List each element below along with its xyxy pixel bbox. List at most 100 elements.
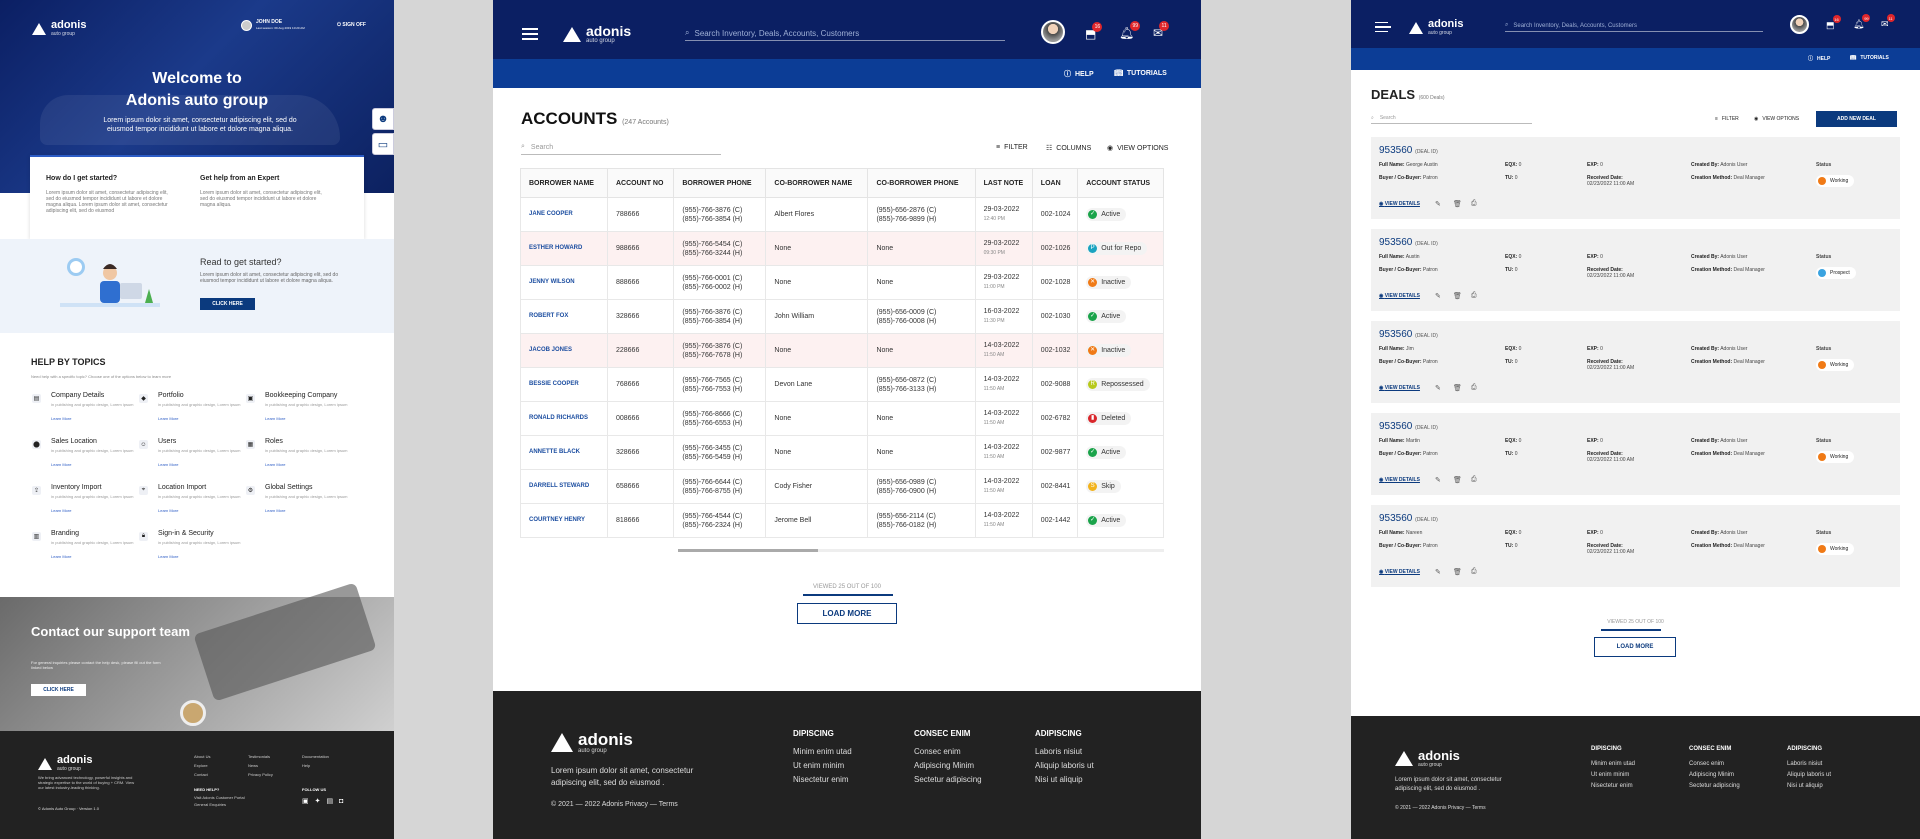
adonis-logo[interactable]: adonis auto group bbox=[32, 20, 86, 37]
global-search[interactable]: ⌕ Search Inventory, Deals, Accounts, Cust… bbox=[1505, 20, 1763, 32]
footer-link[interactable]: Aliquip laboris ut bbox=[1787, 772, 1832, 778]
print-icon[interactable]: ⎙ bbox=[1471, 200, 1477, 207]
footer-link[interactable]: Ut enim minim bbox=[1591, 772, 1630, 778]
tutorials-link[interactable]: 📖︎ TUTORIALS bbox=[1850, 55, 1889, 61]
learn-more-link[interactable]: Learn More bbox=[51, 416, 72, 421]
deal-id[interactable]: 953560 (DEAL ID) bbox=[1379, 513, 1438, 524]
footer-link[interactable]: Nisectetur enim bbox=[1591, 783, 1633, 789]
hamburger-menu-icon[interactable] bbox=[1375, 22, 1391, 32]
footer-link-testimonials[interactable]: Testimonials bbox=[248, 754, 271, 759]
sign-off-button[interactable]: ⏻ SIGN OFF bbox=[337, 22, 366, 28]
table-row[interactable]: COURTNEY HENRY 818666 (955)-766-4544 (C) (8… bbox=[520, 503, 1164, 538]
accounts-search[interactable]: ⌕ Search bbox=[521, 140, 721, 155]
footer-link[interactable]: Minim enim utad bbox=[1591, 761, 1636, 767]
deals-search-input[interactable]: Search bbox=[1379, 114, 1396, 121]
footer-link-contact[interactable]: Contact bbox=[194, 772, 208, 777]
trash-icon[interactable]: 🗑︎ bbox=[1453, 477, 1462, 484]
column-header-co-borrower-name[interactable]: CO-BORROWER NAME bbox=[765, 168, 869, 198]
horizontal-scrollbar[interactable] bbox=[678, 549, 1164, 552]
bell-icon[interactable]: 🔔︎ 99 bbox=[1853, 14, 1871, 29]
column-header-borrower-name[interactable]: BORROWER NAME bbox=[520, 168, 608, 198]
user-avatar[interactable] bbox=[1790, 15, 1809, 34]
view-details-link[interactable]: ◉ VIEW DETAILS bbox=[1379, 201, 1420, 207]
learn-more-link[interactable]: Learn More bbox=[265, 508, 286, 513]
learn-more-link[interactable]: Learn More bbox=[265, 416, 286, 421]
table-row[interactable]: JENNY WILSON 888666 (955)-766-0001 (C) (855… bbox=[520, 265, 1164, 300]
user-avatar[interactable] bbox=[1041, 20, 1065, 44]
facebook-icon[interactable]: ▤ bbox=[326, 798, 340, 805]
search-input[interactable]: Search Inventory, Deals, Accounts, Custo… bbox=[1513, 22, 1637, 29]
footer-link[interactable]: Consec enim bbox=[1689, 761, 1725, 767]
footer-link[interactable]: Sectetur adipiscing bbox=[914, 775, 982, 784]
view-options-button[interactable]: ◉ VIEW OPTIONS bbox=[1107, 144, 1168, 153]
table-row[interactable]: ANNETTE BLACK 328666 (955)-766-3455 (C) (85… bbox=[520, 435, 1164, 470]
deal-id[interactable]: 953560 (DEAL ID) bbox=[1379, 329, 1438, 340]
learn-more-link[interactable]: Learn More bbox=[158, 508, 179, 513]
view-details-link[interactable]: ◉ VIEW DETAILS bbox=[1379, 477, 1420, 483]
learn-more-link[interactable]: Learn More bbox=[51, 462, 72, 467]
learn-more-link[interactable]: Learn More bbox=[265, 462, 286, 467]
tutorials-link[interactable]: 📖︎ TUTORIALS bbox=[1114, 69, 1167, 78]
deal-card[interactable]: 953560 (DEAL ID) Full Name: Nareen Buyer /… bbox=[1371, 505, 1900, 587]
deal-id[interactable]: 953560 (DEAL ID) bbox=[1379, 421, 1438, 432]
topic-users[interactable]: ☺ Users in publishing and graphic design, … bbox=[139, 438, 249, 478]
columns-button[interactable]: ☷ COLUMNS bbox=[1046, 144, 1091, 153]
footer-logo[interactable]: adonis auto group bbox=[1395, 749, 1460, 768]
deal-id[interactable]: 953560 (DEAL ID) bbox=[1379, 145, 1438, 156]
footer-link[interactable]: Adipiscing Minim bbox=[914, 761, 975, 770]
general-enquiries-link[interactable]: General Enquiries bbox=[194, 802, 227, 807]
footer-link-help[interactable]: Help bbox=[302, 763, 311, 768]
contact-click-button[interactable]: CLICK HERE bbox=[31, 684, 86, 696]
add-new-deal-button[interactable]: ADD NEW DEAL bbox=[1816, 111, 1897, 127]
footer-link[interactable]: Laboris nisiut bbox=[1035, 747, 1083, 756]
table-row[interactable]: JACOB JONES 228666 (955)-766-3876 (C) (855)… bbox=[520, 333, 1164, 368]
footer-logo[interactable]: adonis auto group bbox=[38, 755, 92, 772]
print-icon[interactable]: ⎙ bbox=[1471, 384, 1477, 391]
column-header-borrower-phone[interactable]: BORROWER PHONE bbox=[673, 168, 767, 198]
bell-icon[interactable]: 🔔︎ 99 bbox=[1119, 21, 1141, 40]
table-row[interactable]: ROBERT FOX 328666 (955)-766-3876 (C) (855)-… bbox=[520, 299, 1164, 334]
footer-link[interactable]: Nisi ut aliquip bbox=[1787, 783, 1823, 789]
footer-link[interactable]: Minim enim utad bbox=[793, 747, 852, 756]
customer-portal-link[interactable]: Visit Adonis Customer Portal bbox=[194, 795, 245, 800]
twitter-icon[interactable]: ✦ bbox=[314, 798, 327, 805]
filter-button[interactable]: ≡ FILTER bbox=[996, 144, 1028, 151]
topic-sign-in-security[interactable]: 🔒︎ Sign-in & Security in publishing and gr… bbox=[139, 530, 249, 570]
topic-branding[interactable]: ▥ Branding in publishing and graphic desig… bbox=[32, 530, 142, 570]
borrower-name-link[interactable]: JENNY WILSON bbox=[520, 265, 608, 300]
footer-link[interactable]: Nisi ut aliquip bbox=[1035, 775, 1083, 784]
borrower-name-link[interactable]: BESSIE COOPER bbox=[520, 367, 608, 402]
filter-button[interactable]: ≡ FILTER bbox=[1715, 116, 1739, 122]
table-row[interactable]: RONALD RICHARDS 008666 (955)-766-8666 (C)(… bbox=[520, 401, 1164, 436]
view-options-button[interactable]: ◉ VIEW OPTIONS bbox=[1754, 116, 1799, 122]
topic-global-settings[interactable]: ⚙ Global Settings in publishing and graphi… bbox=[246, 484, 356, 524]
deal-card[interactable]: 953560 (DEAL ID) Full Name: Jim Buyer / Co… bbox=[1371, 321, 1900, 403]
edit-icon[interactable]: ✎ bbox=[1435, 293, 1441, 300]
trash-icon[interactable]: 🗑︎ bbox=[1453, 569, 1462, 576]
topic-portfolio[interactable]: ◆ Portfolio in publishing and graphic desi… bbox=[139, 392, 249, 432]
topic-company-details[interactable]: ▤ Company Details in publishing and graphi… bbox=[32, 392, 142, 432]
inbox-icon[interactable]: ⬒ 16 bbox=[1085, 22, 1103, 41]
chatbot-button[interactable]: ☻ bbox=[372, 108, 394, 130]
trash-icon[interactable]: 🗑︎ bbox=[1453, 385, 1462, 392]
ready-click-button[interactable]: CLICK HERE bbox=[200, 298, 255, 310]
view-details-link[interactable]: ◉ VIEW DETAILS bbox=[1379, 293, 1420, 299]
deal-card[interactable]: 953560 (DEAL ID) Full Name: Austin Buyer /… bbox=[1371, 229, 1900, 311]
borrower-name-link[interactable]: RONALD RICHARDS bbox=[520, 401, 608, 436]
borrower-name-link[interactable]: ROBERT FOX bbox=[520, 299, 608, 334]
messages-icon[interactable]: ✉ 11 bbox=[1153, 21, 1170, 40]
search-input[interactable]: Search Inventory, Deals, Accounts, Custo… bbox=[694, 28, 860, 38]
deal-card[interactable]: 953560 (DEAL ID) Full Name: Martin Buyer /… bbox=[1371, 413, 1900, 495]
table-row[interactable]: DARRELL STEWARD 658666 (955)-766-6644 (C)(… bbox=[520, 469, 1164, 504]
footer-link-documentation[interactable]: Documentation bbox=[302, 754, 329, 759]
column-header-last-note[interactable]: LAST NOTE bbox=[974, 168, 1033, 198]
footer-link[interactable]: Nisectetur enim bbox=[793, 775, 849, 784]
column-header-account-no[interactable]: ACCOUNT NO bbox=[606, 168, 675, 198]
instagram-icon[interactable]: ◘ bbox=[339, 798, 350, 805]
footer-link[interactable]: Consec enim bbox=[914, 747, 961, 756]
deals-search[interactable]: ⌕ Search bbox=[1371, 112, 1532, 124]
borrower-name-link[interactable]: DARRELL STEWARD bbox=[520, 469, 608, 504]
adonis-logo[interactable]: adonis auto group bbox=[1409, 19, 1463, 36]
help-link[interactable]: ⓘ HELP bbox=[1808, 55, 1830, 63]
deal-card[interactable]: 953560 (DEAL ID) Full Name: George Austin… bbox=[1371, 137, 1900, 219]
